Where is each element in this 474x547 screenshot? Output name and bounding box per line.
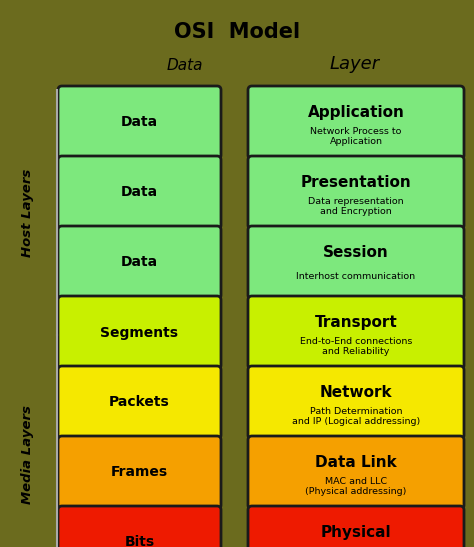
Text: Application: Application [308, 105, 404, 120]
Text: OSI  Model: OSI Model [174, 22, 300, 42]
FancyBboxPatch shape [248, 506, 464, 547]
Text: Data: Data [121, 115, 158, 130]
Text: End-to-End connections
and Reliability: End-to-End connections and Reliability [300, 337, 412, 356]
Text: Session: Session [323, 245, 389, 260]
Text: Media Layers: Media Layers [21, 405, 35, 504]
Text: Host Layers: Host Layers [21, 168, 35, 257]
Text: Path Determination
and IP (Logical addressing): Path Determination and IP (Logical addre… [292, 407, 420, 426]
Text: Bits: Bits [125, 536, 155, 547]
Text: Layer: Layer [330, 55, 380, 73]
Text: Network: Network [319, 385, 392, 400]
Text: Interhost communication: Interhost communication [296, 272, 416, 281]
FancyBboxPatch shape [58, 86, 221, 159]
FancyBboxPatch shape [58, 296, 221, 369]
Text: Segments: Segments [100, 325, 179, 340]
Text: Data: Data [121, 185, 158, 200]
FancyBboxPatch shape [248, 296, 464, 369]
Text: Presentation: Presentation [301, 175, 411, 190]
FancyBboxPatch shape [248, 226, 464, 299]
FancyBboxPatch shape [58, 366, 221, 439]
Text: Network Process to
Application: Network Process to Application [310, 127, 401, 146]
FancyBboxPatch shape [248, 436, 464, 509]
FancyBboxPatch shape [248, 366, 464, 439]
Text: Data: Data [167, 58, 203, 73]
FancyBboxPatch shape [248, 156, 464, 229]
Text: Physical: Physical [321, 525, 392, 540]
Text: Data: Data [121, 255, 158, 270]
FancyBboxPatch shape [58, 226, 221, 299]
Text: Data Link: Data Link [315, 455, 397, 470]
Text: MAC and LLC
(Physical addressing): MAC and LLC (Physical addressing) [305, 477, 407, 496]
FancyBboxPatch shape [58, 506, 221, 547]
FancyBboxPatch shape [58, 436, 221, 509]
Text: Transport: Transport [315, 315, 397, 330]
Text: Data representation
and Encryption: Data representation and Encryption [308, 197, 404, 216]
Text: Packets: Packets [109, 395, 170, 410]
Text: Frames: Frames [111, 465, 168, 480]
FancyBboxPatch shape [248, 86, 464, 159]
FancyBboxPatch shape [58, 156, 221, 229]
